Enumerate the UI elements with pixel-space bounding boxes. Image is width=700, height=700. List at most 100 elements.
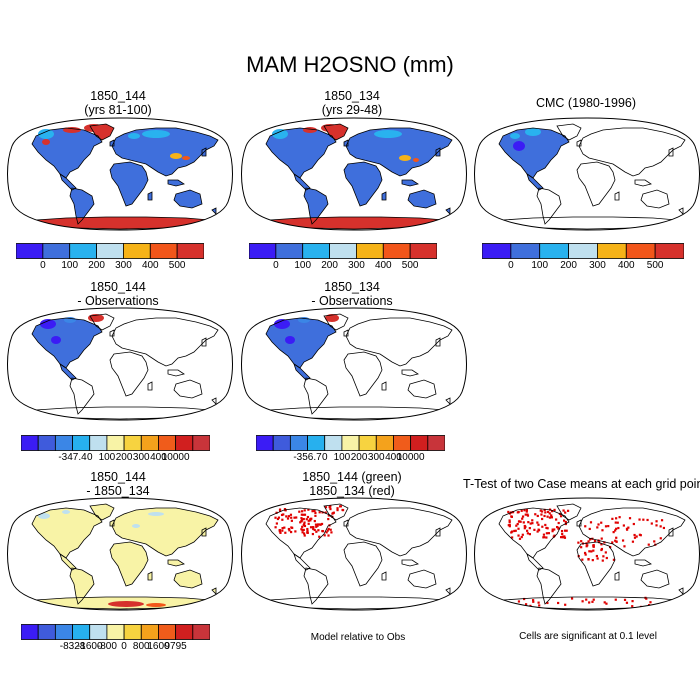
coastline-indonesia bbox=[167, 559, 185, 567]
grid-cell bbox=[298, 510, 301, 513]
field-patch bbox=[272, 129, 288, 139]
grid-cell bbox=[560, 529, 564, 533]
grid-cell bbox=[278, 509, 282, 512]
grid-cell bbox=[590, 550, 593, 553]
grid-cell bbox=[589, 521, 593, 524]
grid-cell bbox=[283, 526, 286, 529]
field-patch bbox=[40, 319, 56, 329]
grid-cell bbox=[324, 511, 327, 514]
grid-cell bbox=[287, 515, 291, 518]
grid-cell bbox=[649, 601, 652, 604]
grid-cell bbox=[508, 520, 511, 524]
grid-cell bbox=[281, 518, 284, 521]
panel-title-7: 1850_144- 1850_134 bbox=[86, 470, 150, 498]
grid-cell bbox=[557, 527, 560, 530]
colorbar-box bbox=[654, 243, 684, 259]
grid-cell bbox=[312, 527, 315, 531]
map-content bbox=[7, 118, 233, 230]
coastline-japan bbox=[201, 337, 207, 347]
grid-cell bbox=[311, 510, 314, 513]
colorbar-swatches bbox=[249, 243, 437, 259]
colorbar-label: 500 bbox=[401, 260, 419, 271]
colorbar-box bbox=[69, 243, 97, 259]
land-namerica bbox=[266, 318, 336, 368]
colorbar-swatches bbox=[256, 435, 445, 451]
field-patch bbox=[84, 124, 104, 132]
colorbar-box bbox=[54, 435, 73, 451]
coastline-japan bbox=[668, 147, 674, 157]
colorbar-box bbox=[106, 435, 125, 451]
grid-cell bbox=[517, 534, 520, 537]
field-patch bbox=[148, 512, 164, 516]
grid-cell bbox=[545, 532, 548, 535]
land-namerica bbox=[32, 508, 102, 558]
colorbar-2: 0 100 200 300 400 500 bbox=[249, 243, 437, 273]
grid-cell bbox=[603, 541, 606, 544]
grid-cell bbox=[532, 600, 535, 603]
grid-cell bbox=[524, 525, 527, 528]
colorbar-box bbox=[409, 243, 437, 259]
coastline-madagascar bbox=[614, 191, 620, 201]
grid-cell bbox=[511, 530, 514, 533]
grid-cell bbox=[517, 527, 520, 530]
grid-cell bbox=[602, 555, 605, 558]
grid-cell bbox=[655, 520, 658, 523]
grid-cell bbox=[580, 546, 583, 549]
colorbar-box bbox=[21, 435, 39, 451]
grid-cell bbox=[598, 541, 601, 544]
field-patch bbox=[170, 153, 182, 159]
colorbar-box bbox=[72, 624, 91, 640]
grid-cell bbox=[589, 538, 592, 541]
colorbar-box bbox=[289, 435, 308, 451]
grid-cell bbox=[278, 508, 282, 511]
grid-cell bbox=[294, 530, 297, 533]
grid-cell bbox=[290, 516, 293, 519]
grid-cell bbox=[592, 545, 595, 548]
coastline-greenland bbox=[323, 313, 349, 331]
grid-cell bbox=[544, 523, 547, 527]
grid-cell bbox=[632, 522, 635, 526]
colorbar-label: 300 bbox=[132, 452, 150, 463]
grid-cell bbox=[551, 530, 554, 533]
colorbar-label: 100 bbox=[294, 260, 312, 271]
map-content bbox=[474, 118, 700, 230]
grid-cell bbox=[555, 518, 558, 521]
grid-cell bbox=[591, 559, 594, 562]
field-patch bbox=[513, 141, 525, 151]
grid-cell bbox=[277, 516, 281, 519]
field-patch bbox=[182, 156, 190, 160]
coastline-uk bbox=[576, 519, 582, 527]
grid-cell bbox=[615, 517, 618, 520]
grid-cell bbox=[563, 519, 566, 522]
grid-cell bbox=[299, 521, 302, 524]
field-patch bbox=[285, 336, 295, 344]
grid-cell bbox=[601, 529, 604, 532]
colorbar-label: 100 bbox=[333, 452, 351, 463]
colorbar-label: 0 bbox=[86, 452, 93, 463]
land-australia bbox=[408, 190, 436, 208]
colorbar-box bbox=[249, 243, 277, 259]
panel-title-4: 1850_144- Observations bbox=[77, 280, 159, 308]
grid-cell bbox=[275, 522, 278, 525]
grid-cell bbox=[313, 528, 316, 532]
grid-cell bbox=[546, 601, 549, 605]
grid-cell bbox=[600, 521, 603, 524]
grid-cell bbox=[300, 517, 303, 520]
colorbar-box bbox=[176, 243, 204, 259]
field-patch bbox=[510, 133, 520, 139]
grid-cell bbox=[531, 519, 534, 522]
colorbar-box bbox=[410, 435, 429, 451]
grid-cell bbox=[623, 545, 626, 548]
ocean bbox=[474, 118, 700, 230]
grid-cell bbox=[320, 522, 324, 526]
colorbar-label: 400 bbox=[374, 260, 392, 271]
grid-cell bbox=[543, 508, 546, 512]
colorbar-3: 0 100 200 300 400 500 bbox=[482, 243, 684, 273]
grid-cell bbox=[276, 517, 280, 521]
grid-cell bbox=[274, 516, 277, 519]
coastline-africa bbox=[343, 351, 383, 397]
coastline-madagascar bbox=[614, 571, 620, 581]
field-patch bbox=[62, 510, 70, 514]
coastline-eurasia bbox=[345, 507, 453, 557]
colorbar-box bbox=[256, 435, 274, 451]
